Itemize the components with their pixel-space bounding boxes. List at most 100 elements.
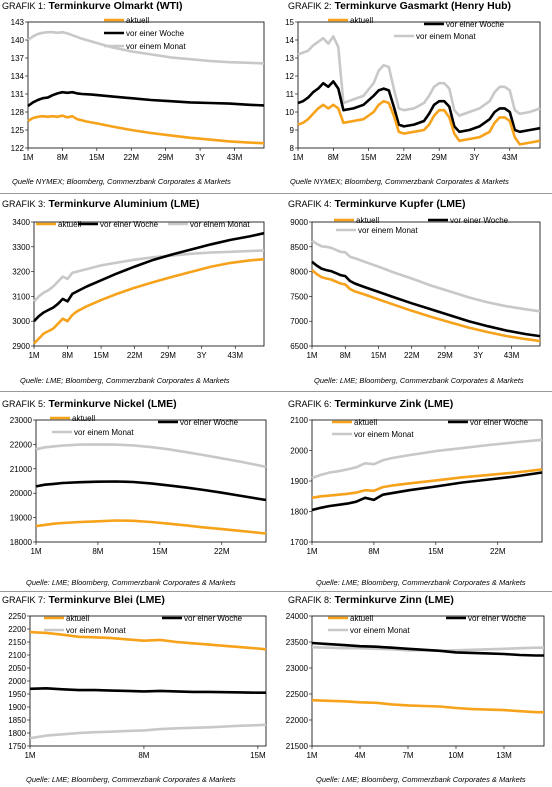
series-line-vor-einem-Monat [27,30,265,65]
chart-source-5: Quelle: LME; Bloomberg, Commerzbank Corp… [26,578,236,587]
chart-panel-5: GRAFIK 5: Terminkurve Nickel (LME) 18000… [0,398,276,594]
y-tick-label: 1700 [290,538,308,547]
plot-area [311,221,541,347]
series-line-vor-einer-Woche [35,480,267,502]
series-line-vor-einem-Monat [311,239,541,313]
x-tick-label: 22M [127,351,143,360]
legend-entry: vor einem Monat [44,626,126,635]
x-tick-label: 22M [404,351,420,360]
x-tick-label: 43M [227,351,243,360]
y-tick-label: 23500 [286,638,309,647]
chart-5: 18000 19000 20000 21000 22000 23000 1M 8M 15M 22M… [10,414,267,556]
y-tick-label: 21000 [10,465,33,474]
plot-area [311,615,545,747]
y-tick-label: 2900 [12,342,30,351]
x-tick-label: 29M [160,351,176,360]
legend-entry: vor einer Woche [162,614,243,623]
y-tick-label: 1850 [8,716,26,725]
legend-entry: vor einer Woche [446,614,527,623]
legend-label: aktuell [72,414,95,423]
y-tick-label: 9 [290,126,295,135]
x-tick-label: 8M [328,153,339,162]
x-tick-label: 3Y [470,153,480,162]
y-tick-label: 3200 [12,268,30,277]
y-tick-label: 140 [11,36,25,45]
legend-entry: aktuell [104,16,149,25]
x-tick-label: 8M [138,751,149,760]
y-tick-label: 8000 [290,268,308,277]
y-tick-label: 125 [11,126,25,135]
x-tick-label: 8M [57,153,68,162]
series-line-aktuell [297,99,541,146]
y-tick-label: 18000 [10,538,33,547]
chart-panel-4: GRAFIK 4: Terminkurve Kupfer (LME) 6500 7… [276,198,552,394]
y-tick-label: 1950 [8,690,26,699]
y-tick-label: 1800 [290,508,308,517]
series-line-aktuell [311,698,544,714]
x-tick-label: 43M [504,351,520,360]
x-tick-label: 1M [306,547,317,556]
chart-3: 2900 3000 3100 3200 3300 3400 1M 8M 15M 22M 29M 3Y 4… [12,218,265,360]
x-tick-label: 29M [158,153,174,162]
x-tick-label: 1M [22,153,33,162]
y-tick-label: 19000 [10,514,33,523]
x-tick-label: 1M [30,547,41,556]
chart-title-8: GRAFIK 8: Terminkurve Zinn (LME) [288,594,454,606]
legend-entry: aktuell [328,614,373,623]
legend-entry: aktuell [36,220,81,229]
separator-1 [0,193,552,194]
y-tick-label: 12 [285,72,294,81]
legend-label: vor einem Monat [66,626,126,635]
legend-label: vor einer Woche [100,220,159,229]
chart-title-3: GRAFIK 3: Terminkurve Aluminium (LME) [2,198,200,210]
chart-2: 8 9 10 11 12 13 14 15 1M 8M 15M 22M 29M 3Y 43M aktuell v… [285,16,541,162]
x-tick-label: 15M [89,153,105,162]
series-line-vor-einem-Monat [33,249,265,303]
series-line-aktuell [33,257,265,345]
legend-label: vor einem Monat [74,428,134,437]
series-line-vor-einer-Woche [297,80,541,134]
series-line-aktuell [29,630,267,651]
x-tick-label: 1M [24,751,35,760]
y-tick-label: 24000 [286,612,309,621]
series-line-vor-einem-Monat [311,438,543,480]
x-tick-label: 22M [123,153,139,162]
chart-panel-6: GRAFIK 6: Terminkurve Zink (LME) 1700 180… [276,398,552,594]
y-tick-label: 2100 [290,416,308,425]
y-tick-label: 143 [11,18,25,27]
legend-label: vor einem Monat [354,430,414,439]
x-tick-label: 22M [214,547,230,556]
y-tick-label: 128 [11,108,25,117]
legend-entry: vor einem Monat [332,430,414,439]
x-tick-label: 8M [340,351,351,360]
y-tick-label: 22000 [10,440,33,449]
x-tick-label: 15M [152,547,168,556]
legend-entry: aktuell [50,414,95,423]
chart-title-2: GRAFIK 2: Terminkurve Gasmarkt (Henry Hu… [288,0,512,12]
plot-area [27,21,265,149]
x-tick-label: 7M [402,751,413,760]
series-line-aktuell [311,468,543,500]
y-tick-label: 14 [285,36,294,45]
y-tick-label: 3300 [12,243,30,252]
chart-panel-8: GRAFIK 8: Terminkurve Zinn (LME) 21500 22… [276,594,552,787]
y-tick-label: 2200 [8,625,26,634]
legend-entry: vor einer Woche [424,20,505,29]
x-tick-label: 29M [437,351,453,360]
x-tick-label: 15M [250,751,266,760]
x-tick-label: 15M [93,351,109,360]
y-tick-label: 13 [285,54,294,63]
y-tick-label: 21500 [286,742,309,751]
x-tick-label: 4M [354,751,365,760]
y-tick-label: 3100 [12,292,30,301]
y-tick-label: 2000 [290,447,308,456]
y-tick-label: 1800 [8,729,26,738]
chart-source-6: Quelle: LME; Bloomberg, Commerzbank Corp… [316,578,526,587]
x-tick-label: 3Y [473,351,483,360]
plot-area [297,21,541,149]
y-tick-label: 131 [11,90,25,99]
chart-6: 1700 1800 1900 2000 2100 1M 8M 15M 22M aktuell vor… [290,416,543,556]
legend-label: vor einem Monat [190,220,250,229]
x-tick-label: 15M [361,153,377,162]
legend-entry: vor einem Monat [336,226,418,235]
